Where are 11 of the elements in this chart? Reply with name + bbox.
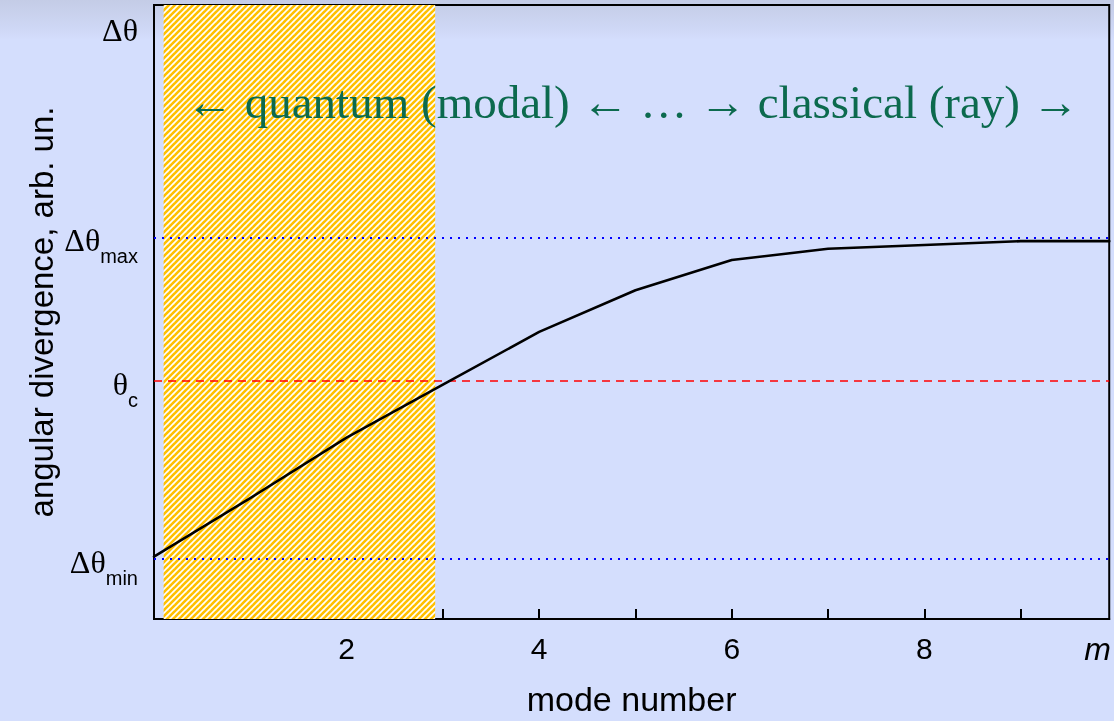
x-tick-label: 4 — [530, 631, 548, 665]
x-tick-label: 6 — [723, 631, 741, 665]
ref-line-label: θ$_{c}$ — [112, 365, 138, 411]
ref-line-label: Δθ$_{min}$ — [69, 543, 138, 589]
x-tick-label: 2 — [338, 631, 355, 665]
ref-line-label: Δθ$_{max}$ — [64, 222, 138, 268]
y-axis-title: angular divergence, arb. un. — [23, 106, 60, 518]
x-tick-label: 8 — [916, 631, 933, 665]
x-tick-label: m — [1084, 631, 1111, 667]
text: Δθ — [102, 12, 138, 48]
x-axis-title: mode number — [526, 680, 737, 718]
